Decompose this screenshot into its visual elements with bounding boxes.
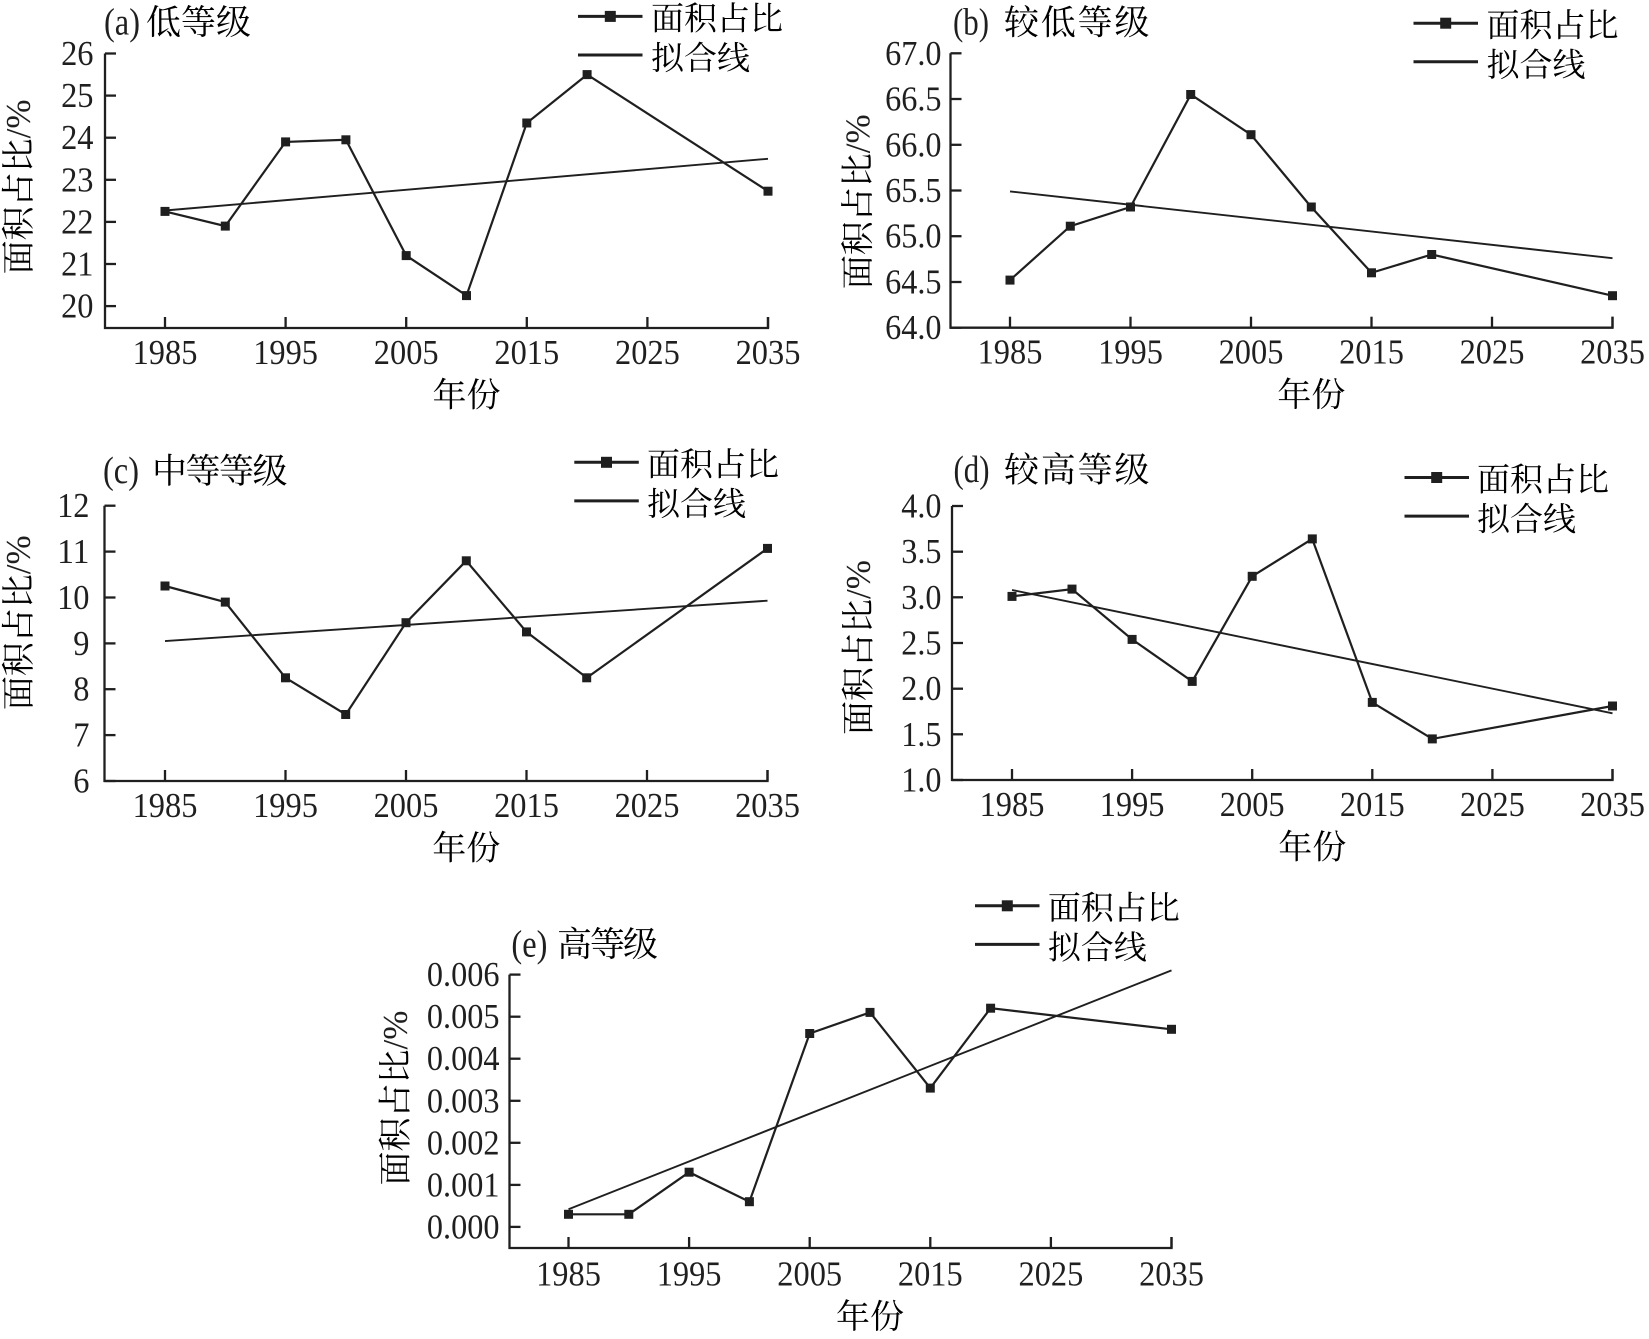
svg-text:(b): (b) xyxy=(953,2,989,44)
svg-text:26: 26 xyxy=(61,34,93,73)
svg-text:1.5: 1.5 xyxy=(901,715,941,754)
svg-text:1995: 1995 xyxy=(1098,333,1163,372)
svg-text:2035: 2035 xyxy=(735,786,800,825)
svg-text:66.0: 66.0 xyxy=(885,125,941,164)
svg-text:3.0: 3.0 xyxy=(901,578,941,617)
svg-text:0.000: 0.000 xyxy=(427,1207,500,1246)
svg-text:1995: 1995 xyxy=(253,333,318,372)
svg-text:6: 6 xyxy=(73,762,89,801)
svg-text:/%: /% xyxy=(839,560,878,599)
svg-text:12: 12 xyxy=(57,486,89,525)
svg-text:/%: /% xyxy=(376,1011,415,1050)
svg-text:3.5: 3.5 xyxy=(901,532,941,571)
svg-text:(c): (c) xyxy=(103,450,139,492)
svg-text:2.5: 2.5 xyxy=(901,624,941,663)
svg-text:66.5: 66.5 xyxy=(885,80,941,119)
svg-text:8: 8 xyxy=(73,670,89,709)
svg-text:/%: /% xyxy=(0,535,38,574)
svg-text:22: 22 xyxy=(61,202,93,241)
svg-text:0.001: 0.001 xyxy=(427,1165,500,1204)
svg-text:2005: 2005 xyxy=(1220,785,1285,824)
svg-text:2015: 2015 xyxy=(898,1255,963,1294)
svg-text:2005: 2005 xyxy=(374,333,439,372)
svg-text:1995: 1995 xyxy=(657,1255,722,1294)
svg-text:2005: 2005 xyxy=(1219,333,1284,372)
svg-text:1985: 1985 xyxy=(978,333,1043,372)
svg-text:/%: /% xyxy=(0,100,38,139)
svg-text:24: 24 xyxy=(61,118,93,157)
svg-text:2035: 2035 xyxy=(1139,1255,1204,1294)
svg-text:9: 9 xyxy=(73,624,89,663)
svg-text:2025: 2025 xyxy=(1460,785,1525,824)
svg-text:0.002: 0.002 xyxy=(427,1123,500,1162)
svg-text:10: 10 xyxy=(57,578,89,617)
svg-text:2025: 2025 xyxy=(615,786,680,825)
svg-text:65.5: 65.5 xyxy=(885,171,941,210)
svg-text:11: 11 xyxy=(57,532,89,571)
svg-text:0.006: 0.006 xyxy=(427,955,500,994)
svg-text:0.004: 0.004 xyxy=(427,1039,500,1078)
svg-text:2015: 2015 xyxy=(494,333,559,372)
svg-text:1995: 1995 xyxy=(253,786,318,825)
svg-text:4.0: 4.0 xyxy=(901,487,941,526)
svg-text:2025: 2025 xyxy=(615,333,680,372)
svg-text:2.0: 2.0 xyxy=(901,669,941,708)
svg-text:2015: 2015 xyxy=(494,786,559,825)
svg-text:23: 23 xyxy=(61,160,93,199)
svg-text:2035: 2035 xyxy=(736,333,801,372)
svg-text:64.5: 64.5 xyxy=(885,263,941,302)
svg-text:2025: 2025 xyxy=(1460,333,1525,372)
svg-text:1985: 1985 xyxy=(536,1255,601,1294)
svg-text:0.003: 0.003 xyxy=(427,1081,500,1120)
svg-text:2035: 2035 xyxy=(1580,785,1645,824)
svg-text:21: 21 xyxy=(61,245,93,284)
svg-text:(a): (a) xyxy=(104,1,140,43)
svg-text:67.0: 67.0 xyxy=(885,34,941,73)
svg-text:2015: 2015 xyxy=(1339,333,1404,372)
svg-text:64.0: 64.0 xyxy=(885,308,941,347)
svg-text:2005: 2005 xyxy=(777,1255,842,1294)
svg-text:(d): (d) xyxy=(954,449,990,491)
svg-text:2035: 2035 xyxy=(1580,333,1645,372)
svg-text:25: 25 xyxy=(61,76,93,115)
svg-text:2015: 2015 xyxy=(1340,785,1405,824)
svg-text:/%: /% xyxy=(839,114,878,153)
svg-text:1.0: 1.0 xyxy=(901,761,941,800)
svg-text:1985: 1985 xyxy=(980,785,1045,824)
svg-text:(e): (e) xyxy=(511,923,547,965)
svg-text:7: 7 xyxy=(73,716,89,755)
svg-text:20: 20 xyxy=(61,287,93,326)
svg-text:0.005: 0.005 xyxy=(427,997,500,1036)
svg-text:1985: 1985 xyxy=(133,333,198,372)
svg-text:1995: 1995 xyxy=(1100,785,1165,824)
svg-text:1985: 1985 xyxy=(133,786,198,825)
svg-text:65.0: 65.0 xyxy=(885,217,941,256)
svg-text:2025: 2025 xyxy=(1019,1255,1084,1294)
svg-text:2005: 2005 xyxy=(374,786,439,825)
